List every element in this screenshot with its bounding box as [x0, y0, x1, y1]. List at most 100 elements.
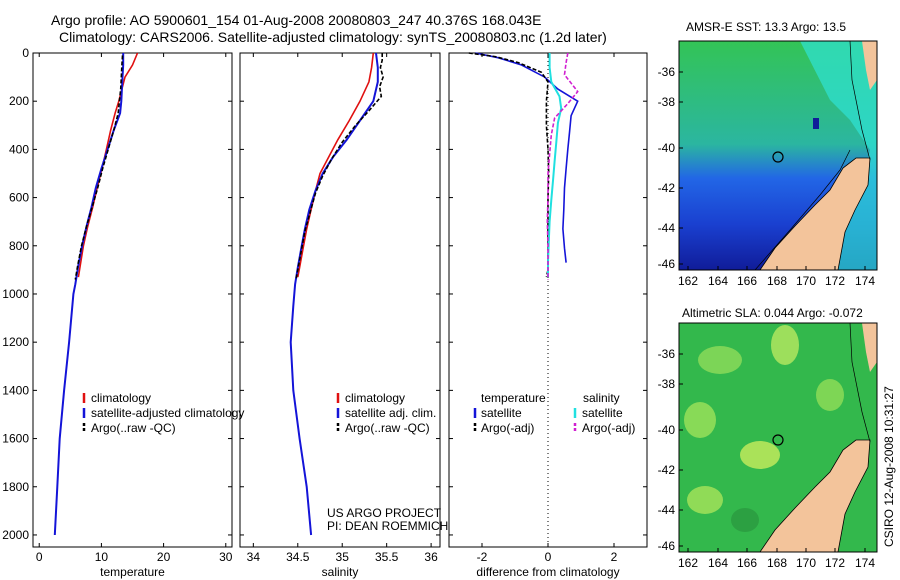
lon-tick-label: 168	[767, 274, 787, 288]
y-tick-label: 1200	[2, 335, 29, 349]
lon-tick-label: 168	[767, 556, 787, 570]
sla-map-title: Altimetric SLA: 0.044 Argo: -0.072	[682, 306, 863, 320]
sla-blob	[687, 486, 723, 514]
sla-blob	[816, 379, 844, 411]
credit-line2: PI: DEAN ROEMMICH	[327, 519, 448, 533]
series-line-salinity-satellite	[547, 53, 563, 278]
sst-cold-spot	[813, 118, 819, 129]
lat-tick-label: -40	[658, 423, 676, 437]
header-line2: Climatology: CARS2006. Satellite-adjuste…	[59, 29, 607, 45]
x-tick-label: -2	[477, 550, 488, 564]
y-tick-label: 800	[9, 239, 29, 253]
x-axis-label: temperature	[100, 565, 165, 579]
x-tick-label: 10	[95, 550, 109, 564]
sla-blob	[740, 441, 780, 469]
sla-map	[678, 322, 878, 553]
lat-tick-label: -42	[658, 463, 676, 477]
lon-tick-label: 170	[796, 556, 816, 570]
difference-legend: temperature salinity satellite Argo(-adj…	[473, 391, 635, 435]
sla-blob	[684, 402, 716, 438]
series-line-temperature-argo-adj	[468, 52, 550, 278]
series-line-climatology	[297, 52, 375, 278]
legend-label-argo: Argo(..raw -QC)	[91, 421, 176, 435]
lat-tick-label: -38	[658, 95, 676, 109]
lon-tick-label: 164	[708, 556, 728, 570]
lat-tick-label: -38	[658, 377, 676, 391]
y-tick-label: 1600	[2, 432, 29, 446]
lon-tick-label: 174	[855, 556, 875, 570]
credit-line1: US ARGO PROJECT	[327, 506, 442, 520]
sla-blob	[698, 346, 742, 374]
legend-label-sal-argo: Argo(-adj)	[582, 421, 635, 435]
sla-map-frame	[678, 322, 878, 553]
lat-tick-label: -42	[658, 181, 676, 195]
salinity-legend: climatology satellite adj. clim. Argo(..…	[336, 391, 436, 435]
temperature-panel: 0 10 20 30 temperature 0 200 400 600 800 1000 1200 1…	[2, 46, 232, 579]
sst-contour-east	[849, 41, 871, 161]
lon-tick-label: 170	[796, 274, 816, 288]
x-axis-label: salinity	[322, 565, 359, 579]
lon-tick-label: 166	[737, 556, 757, 570]
y-tick-label: 200	[9, 94, 29, 108]
lon-tick-label: 164	[708, 274, 728, 288]
lat-tick-label: -46	[658, 539, 676, 553]
legend-label-climatology: climatology	[91, 391, 151, 405]
sst-contour	[754, 149, 851, 270]
x-tick-label: 35.5	[375, 550, 399, 564]
lon-tick-label: 166	[737, 274, 757, 288]
lon-tick-label: 162	[678, 556, 698, 570]
lat-tick-label: -44	[658, 221, 676, 235]
legend-label-satellite: satellite-adjusted climatology	[91, 406, 244, 420]
x-tick-label: 2	[611, 550, 618, 564]
lon-tick-label: 174	[855, 274, 875, 288]
x-tick-label: 0	[545, 550, 552, 564]
x-tick-label: 30	[219, 550, 233, 564]
legend-label-satellite: satellite adj. clim.	[345, 406, 436, 420]
sst-map	[678, 40, 878, 271]
sla-blob	[771, 325, 799, 365]
south-island-land	[759, 439, 871, 552]
series-line-satellite-adj-clim	[289, 52, 379, 536]
lat-tick-label: -36	[658, 65, 676, 79]
sla-blob	[731, 508, 759, 532]
north-island-land	[862, 323, 877, 372]
salinity-panel: 34 34.5 35 35.5 36 salinity	[239, 52, 441, 579]
lon-tick-label: 172	[825, 556, 845, 570]
series-line-temperature-satellite	[475, 52, 579, 263]
y-tick-label: 1000	[2, 287, 29, 301]
legend-heading-temperature: temperature	[481, 391, 546, 405]
argo-location-marker	[772, 434, 784, 446]
header-line1: Argo profile: AO 5900601_154 01-Aug-2008…	[51, 12, 541, 28]
legend-label-climatology: climatology	[345, 391, 405, 405]
legend-label-argo: Argo(..raw -QC)	[345, 421, 430, 435]
x-tick-label: 36	[424, 550, 438, 564]
sla-contour	[849, 323, 871, 443]
lon-tick-label: 162	[678, 274, 698, 288]
south-island-land	[759, 157, 871, 270]
sst-warm-current	[800, 41, 877, 270]
lat-tick-label: -46	[658, 257, 676, 271]
series-line-argo-raw-qc	[295, 53, 384, 280]
plot-frame	[32, 52, 233, 548]
lat-tick-label: -40	[658, 141, 676, 155]
sst-map-title: AMSR-E SST: 13.3 Argo: 13.5	[686, 20, 846, 34]
series-line-climatology	[77, 52, 139, 278]
x-tick-label: 35	[336, 550, 350, 564]
temperature-legend: climatology satellite-adjusted climatolo…	[82, 391, 244, 435]
y-tick-label: 400	[9, 142, 29, 156]
x-tick-label: 34	[247, 550, 261, 564]
y-tick-label: 1800	[2, 480, 29, 494]
sst-map-frame	[678, 40, 878, 271]
north-island-land	[862, 41, 877, 90]
x-tick-label: 34.5	[286, 550, 310, 564]
lat-tick-label: -36	[658, 347, 676, 361]
series-line-satellite-adjusted-climatology	[53, 53, 125, 536]
x-tick-label: 20	[157, 550, 171, 564]
y-tick-label: 2000	[2, 528, 29, 542]
legend-label-sal-satellite: satellite	[582, 406, 623, 420]
y-tick-label: 1400	[2, 383, 29, 397]
lon-tick-label: 172	[825, 274, 845, 288]
